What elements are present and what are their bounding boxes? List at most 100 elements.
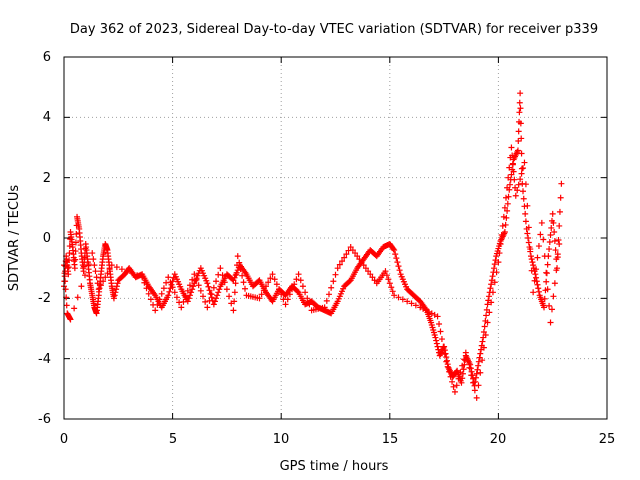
data-point xyxy=(365,268,372,275)
data-point xyxy=(152,307,159,314)
data-point xyxy=(237,266,244,273)
data-point xyxy=(204,280,211,287)
data-point xyxy=(475,362,482,369)
data-point xyxy=(549,210,556,217)
data-point xyxy=(156,296,163,303)
data-point xyxy=(530,289,537,296)
data-point xyxy=(441,351,448,358)
plot-frame xyxy=(63,56,608,420)
data-point xyxy=(474,366,481,373)
data-point xyxy=(447,373,454,380)
data-point xyxy=(556,208,563,215)
data-point xyxy=(558,180,565,187)
data-point xyxy=(484,319,491,326)
y-tick-label: 4 xyxy=(43,110,51,125)
data-point xyxy=(383,272,390,279)
data-point xyxy=(483,312,490,319)
data-point xyxy=(522,181,529,188)
data-point xyxy=(446,368,453,375)
data-point xyxy=(349,247,356,254)
data-point xyxy=(508,144,515,151)
data-point xyxy=(470,379,477,386)
data-point xyxy=(547,319,554,326)
data-point xyxy=(211,298,218,305)
data-point xyxy=(510,168,517,175)
data-point xyxy=(395,294,402,301)
data-point xyxy=(457,369,464,376)
data-point xyxy=(551,280,558,287)
data-point xyxy=(518,170,525,177)
data-point xyxy=(451,388,458,395)
data-point xyxy=(394,259,401,266)
data-point xyxy=(230,307,237,314)
data-point xyxy=(184,287,191,294)
data-point xyxy=(276,286,283,293)
data-point xyxy=(113,264,120,271)
data-point xyxy=(497,241,504,248)
data-point xyxy=(95,286,102,293)
data-point xyxy=(208,291,215,298)
data-point xyxy=(481,323,488,330)
data-point xyxy=(330,278,337,285)
data-point xyxy=(493,269,500,276)
data-point xyxy=(506,181,513,188)
data-point xyxy=(284,296,291,303)
data-point xyxy=(525,224,532,231)
data-point xyxy=(118,266,125,273)
data-point xyxy=(90,256,97,263)
data-point xyxy=(108,262,115,269)
data-point xyxy=(521,159,528,166)
data-point xyxy=(534,281,541,288)
data-point xyxy=(113,286,120,293)
data-point xyxy=(505,174,512,181)
data-point xyxy=(498,231,505,238)
data-point xyxy=(466,364,473,371)
data-point xyxy=(182,293,189,300)
data-point xyxy=(517,120,524,127)
data-point xyxy=(234,253,241,260)
data-point xyxy=(278,291,285,298)
data-point xyxy=(369,274,376,281)
data-point xyxy=(392,251,399,258)
data-point xyxy=(391,247,398,254)
data-point xyxy=(297,277,304,284)
data-point xyxy=(334,265,341,272)
data-point xyxy=(134,272,141,279)
data-point xyxy=(66,250,73,257)
data-point xyxy=(104,270,111,277)
data-point xyxy=(180,298,187,305)
data-point xyxy=(61,270,68,277)
y-tick-label: -6 xyxy=(38,412,51,427)
data-point xyxy=(232,280,239,287)
data-point xyxy=(543,278,550,285)
data-point xyxy=(289,286,296,293)
data-point xyxy=(143,285,150,292)
data-point xyxy=(114,280,121,287)
x-tick-label: 0 xyxy=(60,432,68,447)
data-point xyxy=(265,279,272,286)
y-tick-label: 2 xyxy=(43,171,51,186)
data-point xyxy=(362,265,369,272)
data-point xyxy=(517,176,524,183)
data-point xyxy=(186,292,193,299)
data-point xyxy=(556,241,563,248)
data-point xyxy=(291,281,298,288)
data-point xyxy=(160,285,167,292)
data-point xyxy=(524,202,531,209)
data-point xyxy=(499,222,506,229)
data-point xyxy=(522,218,529,225)
data-point xyxy=(382,268,389,275)
data-point xyxy=(352,250,359,257)
data-point xyxy=(437,328,444,335)
data-point xyxy=(520,195,527,202)
data-point xyxy=(538,219,545,226)
data-point xyxy=(535,288,542,295)
chart-title: Day 362 of 2023, Sidereal Day-to-day VTE… xyxy=(70,22,598,37)
data-point xyxy=(219,272,226,279)
data-point xyxy=(223,286,230,293)
data-point xyxy=(141,279,148,286)
data-point xyxy=(306,301,313,308)
data-point xyxy=(528,256,535,263)
data-point xyxy=(346,278,353,285)
data-point xyxy=(541,253,548,260)
